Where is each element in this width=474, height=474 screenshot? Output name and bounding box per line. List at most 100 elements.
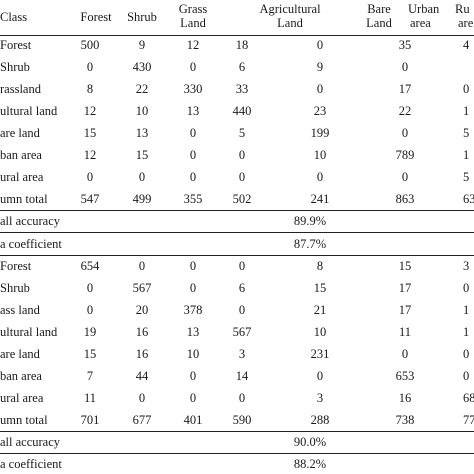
table-cell: 0 (86, 281, 94, 295)
table-cell: 0 (86, 303, 94, 317)
table-cell: 0 (189, 391, 197, 405)
row-label: umn total (0, 192, 48, 206)
table-cell: 0 (189, 126, 197, 140)
table-cell: 4 (463, 38, 470, 52)
row-label: ass land (0, 303, 40, 317)
table-cell: 231 (310, 347, 330, 361)
row-label: Shrub (0, 60, 30, 74)
row-label: ban area (0, 148, 42, 162)
t2-overall-label: all accuracy (0, 435, 61, 449)
table-cell: 0 (401, 170, 409, 184)
table-cell: 22 (135, 82, 149, 96)
table-cell: 9 (138, 38, 146, 52)
table-cell: 10 (313, 148, 327, 162)
table-cell: 654 (80, 259, 100, 273)
table-cell: 0 (463, 369, 470, 383)
table-cell: 789 (395, 148, 415, 162)
rule-4 (0, 431, 474, 432)
header-agri-line1: Agricultural (259, 2, 321, 16)
table-cell: 17 (398, 82, 412, 96)
table-cell: 0 (138, 259, 146, 273)
table-cell: 0 (86, 170, 94, 184)
table-cell: 288 (310, 413, 330, 427)
header-forest: Forest (80, 10, 112, 24)
row-label: Forest (0, 259, 32, 273)
rule-5 (0, 453, 474, 454)
table-cell: 12 (186, 38, 200, 52)
table-cell: 0 (189, 148, 197, 162)
header-bare-line2: Land (366, 16, 392, 30)
table-cell: 701 (80, 413, 100, 427)
row-label: rassland (0, 82, 41, 96)
table-cell: 23 (313, 104, 327, 118)
table-cell: 15 (83, 126, 97, 140)
table-cell: 0 (316, 38, 324, 52)
table-cell: 0 (316, 82, 324, 96)
row-label: ultural land (0, 325, 58, 339)
table-cell: 0 (463, 82, 470, 96)
table-cell: 16 (398, 391, 412, 405)
table-cell: 21 (313, 303, 327, 317)
table-cell: 502 (232, 192, 252, 206)
table-cell: 18 (235, 38, 249, 52)
table-cell: 0 (138, 170, 146, 184)
table-cell: 6 (238, 281, 246, 295)
table-cell: 33 (235, 82, 249, 96)
table-cell: 1 (463, 325, 470, 339)
table-cell: 44 (135, 369, 149, 383)
table-cell: 0 (138, 391, 146, 405)
table-cell: 863 (395, 192, 415, 206)
table-cell: 16 (135, 347, 149, 361)
table-cell: 241 (310, 192, 330, 206)
table-cell: 0 (401, 60, 409, 74)
table-cell: 401 (183, 413, 203, 427)
table-cell: 15 (398, 259, 412, 273)
table-cell: 653 (395, 369, 415, 383)
header-urban-line1: Urban (408, 2, 440, 16)
header-agri-line2: Land (277, 16, 303, 30)
table-cell: 0 (238, 170, 246, 184)
table-cell: 567 (132, 281, 152, 295)
header-grass-line1: Grass (178, 2, 208, 16)
table-cell: 5 (463, 126, 470, 140)
table-cell: 199 (310, 126, 330, 140)
table-cell: 0 (189, 170, 197, 184)
table-cell: 63 (463, 192, 474, 206)
header-class: Class (0, 10, 28, 24)
table-cell: 0 (238, 148, 246, 162)
table-cell: 0 (238, 391, 246, 405)
row-label: Shrub (0, 281, 30, 295)
table-cell: 10 (186, 347, 200, 361)
table-cell: 590 (232, 413, 252, 427)
header-grass-line2: Land (180, 16, 206, 30)
table-cell: 77 (463, 413, 474, 427)
header-shrub: Shrub (127, 10, 157, 24)
table-cell: 0 (238, 259, 246, 273)
t2-kappa-value: 88.2% (293, 457, 327, 471)
row-label: ural area (0, 391, 44, 405)
table-cell: 0 (86, 60, 94, 74)
table-cell: 14 (235, 369, 249, 383)
rule-1 (0, 210, 474, 211)
rule-3 (0, 255, 474, 256)
table-cell: 12 (83, 148, 97, 162)
table-cell: 0 (463, 281, 470, 295)
t1-kappa-label: a coefficient (0, 237, 62, 251)
t2-kappa-label: a coefficient (0, 457, 62, 471)
table-cell: 3 (316, 391, 324, 405)
table-cell: 35 (398, 38, 412, 52)
table-cell: 567 (232, 325, 252, 339)
table-cell: 10 (135, 104, 149, 118)
table-cell: 378 (183, 303, 203, 317)
table-cell: 10 (313, 325, 327, 339)
table-cell: 13 (135, 126, 149, 140)
table-cell: 3 (238, 347, 246, 361)
table-cell: 15 (83, 347, 97, 361)
table-cell: 0 (463, 347, 470, 361)
table-cell: 0 (401, 126, 409, 140)
t1-overall-label: all accuracy (0, 214, 61, 228)
row-label: are land (0, 126, 40, 140)
table-cell: 500 (80, 38, 100, 52)
table-cell: 8 (86, 82, 94, 96)
t1-overall-value: 89.9% (293, 214, 327, 228)
